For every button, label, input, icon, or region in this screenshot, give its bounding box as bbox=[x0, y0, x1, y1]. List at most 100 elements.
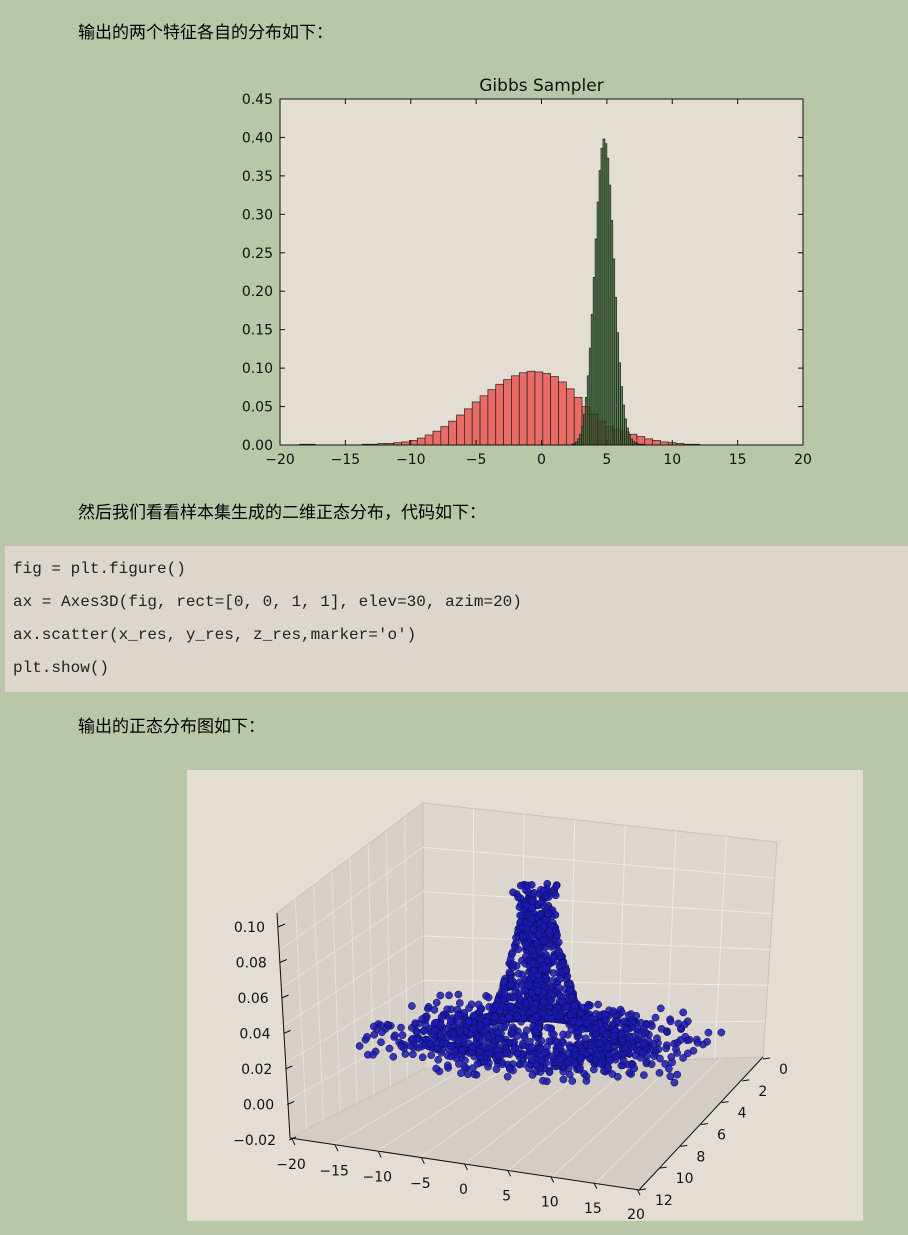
scatter-point bbox=[566, 1010, 575, 1019]
histogram-bar bbox=[542, 373, 551, 446]
histogram-bar bbox=[644, 438, 653, 446]
histogram-bar bbox=[424, 434, 434, 446]
histogram-bar bbox=[479, 395, 489, 446]
scatter-point bbox=[591, 1024, 600, 1033]
x-tick-label: 20 bbox=[794, 452, 812, 468]
scatter-point bbox=[545, 1037, 554, 1045]
x-tick-label: −15 bbox=[319, 1163, 349, 1179]
scatter-point bbox=[461, 1056, 469, 1065]
scatter-point bbox=[558, 997, 567, 1006]
scatter-point bbox=[587, 1041, 595, 1050]
scatter-point bbox=[398, 1031, 407, 1040]
scatter-point bbox=[583, 1019, 591, 1028]
histogram-bar bbox=[503, 379, 512, 446]
scatter-point bbox=[576, 1064, 584, 1072]
scatter-point bbox=[475, 1048, 484, 1057]
scatter-point bbox=[385, 1044, 394, 1053]
scatter-point bbox=[509, 993, 518, 1002]
scatter-point bbox=[474, 1000, 483, 1009]
scatter-point bbox=[653, 1034, 661, 1043]
scatter-point bbox=[634, 1035, 642, 1043]
x-tick-label: −5 bbox=[466, 452, 487, 468]
scatter-point bbox=[594, 1000, 602, 1009]
scatter-point bbox=[519, 1039, 527, 1048]
code-line: plt.show() bbox=[13, 659, 110, 677]
scatter-point bbox=[505, 968, 514, 977]
scatter-point bbox=[500, 989, 509, 997]
scatter-point bbox=[509, 1066, 517, 1075]
scatter-point bbox=[528, 1043, 537, 1052]
histogram-bar bbox=[558, 381, 567, 446]
chart-title: Gibbs Sampler bbox=[479, 76, 603, 96]
histogram-bar bbox=[511, 375, 520, 446]
y-tick-label: 0.05 bbox=[242, 400, 273, 416]
x-tick-label: −20 bbox=[265, 452, 295, 468]
histogram-bar bbox=[416, 437, 426, 446]
scatter-point bbox=[576, 1009, 585, 1017]
x-tick-mark bbox=[420, 1157, 425, 1164]
scatter-point bbox=[575, 1019, 584, 1027]
z-tick-mark bbox=[286, 1101, 295, 1105]
code-line: ax.scatter(x_res, y_res, z_res,marker='o… bbox=[13, 626, 417, 644]
x-tick-label: 15 bbox=[729, 452, 747, 468]
x-tick-label: −10 bbox=[362, 1170, 392, 1186]
scatter-point bbox=[679, 1054, 687, 1062]
y-tick-label: 0.30 bbox=[242, 207, 273, 223]
code-block: fig = plt.figure() ax = Axes3D(fig, rect… bbox=[4, 545, 908, 693]
scatter-point bbox=[513, 1049, 522, 1058]
scatter-point bbox=[503, 1072, 512, 1081]
grid-line bbox=[422, 891, 773, 915]
x-tick-label: 20 bbox=[627, 1207, 645, 1221]
x-tick-label: 0 bbox=[459, 1182, 468, 1198]
scatter-point bbox=[469, 1043, 477, 1052]
histogram-bar bbox=[495, 383, 504, 446]
scatter-point bbox=[674, 1019, 683, 1028]
grid-line bbox=[376, 1065, 510, 1152]
scatter-point bbox=[490, 1012, 499, 1021]
histogram-bar bbox=[518, 372, 528, 446]
y-tick-mark bbox=[721, 1101, 729, 1104]
scatter-point bbox=[628, 1019, 637, 1027]
x-tick-mark bbox=[464, 1163, 468, 1171]
z-axis bbox=[276, 912, 291, 1139]
z-tick-mark bbox=[288, 1136, 297, 1141]
scatter-point bbox=[498, 1060, 507, 1069]
scatter-point bbox=[537, 1056, 545, 1064]
scatter-point bbox=[528, 1071, 537, 1079]
histogram-bar bbox=[487, 389, 497, 446]
y-tick-label: 0.25 bbox=[242, 246, 273, 262]
scatter-point bbox=[596, 1039, 604, 1047]
scatter-point bbox=[642, 1057, 651, 1066]
scatter-point bbox=[535, 948, 544, 956]
scatter-point bbox=[536, 898, 545, 907]
z-tick-mark bbox=[277, 923, 286, 928]
scatter-point bbox=[408, 1002, 416, 1010]
grid-line bbox=[422, 935, 771, 950]
scatter-point bbox=[480, 1027, 489, 1036]
x-tick-label: 10 bbox=[541, 1195, 559, 1211]
scatter-point bbox=[420, 1026, 428, 1035]
grid-line bbox=[595, 1058, 721, 1184]
scatter-point bbox=[533, 987, 542, 995]
x-tick-mark bbox=[507, 1170, 512, 1177]
scatter-point bbox=[564, 1049, 573, 1058]
scatter-point bbox=[547, 1015, 556, 1023]
y-tick-label: 4 bbox=[738, 1106, 747, 1122]
y-tick-label: 2 bbox=[758, 1084, 767, 1100]
scatter-point bbox=[717, 1028, 726, 1037]
z-tick-mark bbox=[281, 994, 289, 999]
y-tick-label: 0.10 bbox=[242, 361, 273, 377]
scatter-point bbox=[528, 1055, 536, 1064]
z-tick-mark bbox=[283, 1030, 291, 1034]
scatter-point bbox=[524, 888, 532, 896]
x-tick-mark bbox=[334, 1145, 339, 1152]
scatter-point bbox=[670, 1078, 679, 1087]
scatter-point bbox=[397, 1042, 406, 1051]
x-tick-label: −20 bbox=[276, 1157, 306, 1173]
scatter-point bbox=[434, 1055, 443, 1064]
histogram-bar bbox=[565, 388, 575, 446]
y-tick-mark bbox=[762, 1057, 771, 1060]
scatter-point bbox=[430, 1026, 439, 1035]
y-tick-label: 0.45 bbox=[242, 92, 273, 108]
scatter-point bbox=[620, 1043, 629, 1052]
